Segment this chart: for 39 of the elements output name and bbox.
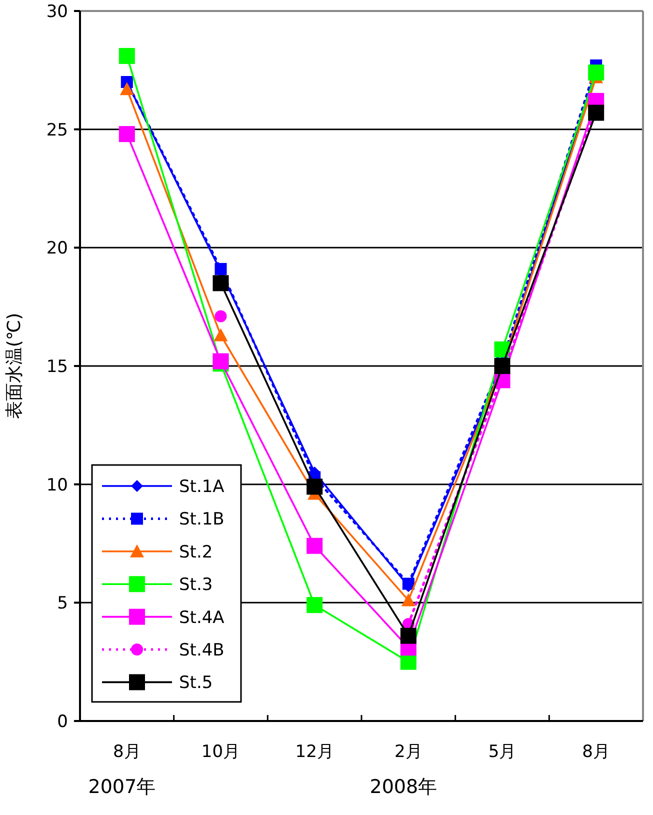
legend-label: St.2	[179, 542, 213, 562]
x-tick-label: 5月	[488, 742, 516, 762]
point	[120, 82, 134, 96]
point	[212, 275, 229, 292]
point	[214, 262, 227, 275]
x-tick-label: 2月	[394, 742, 422, 762]
legend-label: St.1B	[179, 510, 224, 530]
point	[588, 64, 604, 81]
text: 2007年	[88, 776, 156, 798]
y-tick-label: 25	[46, 120, 68, 140]
point	[400, 654, 416, 670]
point	[306, 478, 323, 495]
y-axis-title: 表面水温(℃)	[4, 312, 25, 420]
y-tick-label: 20	[46, 238, 68, 259]
point	[588, 104, 604, 121]
point	[402, 578, 414, 590]
y-tick-label: 0	[57, 712, 68, 732]
point	[306, 538, 323, 554]
y-tick-label: 10	[46, 475, 68, 496]
point	[118, 48, 135, 64]
x-tick-label: 8月	[582, 742, 610, 762]
text: 2008年	[370, 776, 438, 798]
y-tick-label: 5	[57, 594, 68, 614]
point	[400, 628, 416, 644]
point	[306, 597, 323, 614]
legend-label: St.4B	[179, 640, 224, 660]
point	[214, 328, 228, 342]
x-tick-label: 8月	[113, 742, 141, 762]
legend-label: St.3	[179, 575, 213, 596]
point	[401, 593, 416, 606]
y-tick-label: 15	[46, 357, 68, 377]
y-tick-label: 30	[46, 2, 68, 22]
legend-label: St.4A	[179, 608, 225, 628]
legend-label: St.5	[179, 673, 213, 694]
point	[118, 126, 135, 142]
x-tick-label: 10月	[201, 742, 240, 762]
x-tick-label: 12月	[295, 742, 334, 762]
legend-label: St.1A	[179, 477, 225, 497]
point	[214, 310, 227, 322]
